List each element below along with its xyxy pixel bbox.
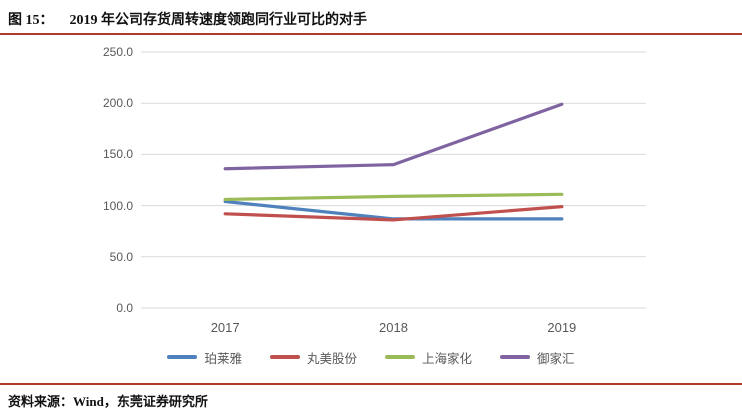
y-tick-label: 50.0	[109, 249, 133, 264]
title-divider	[0, 33, 742, 35]
x-tick-label-2018: 2018	[379, 320, 408, 335]
legend-label: 丸美股份	[306, 351, 357, 366]
series-line-御家汇	[223, 102, 564, 171]
legend-label: 珀莱雅	[204, 351, 242, 366]
legend-item-上海家化: 上海家化	[385, 348, 472, 367]
x-tick-label-2017: 2017	[210, 320, 240, 335]
figure-title-text: 2019 年公司存货周转速度领跑同行业可比的对手	[69, 13, 368, 28]
legend-label: 上海家化	[422, 351, 473, 366]
legend-item-珀莱雅: 珀莱雅	[167, 348, 242, 367]
figure-title: 图 15： 2019 年公司存货周转速度领跑同行业可比的对手	[8, 9, 367, 29]
legend-label: 御家汇	[537, 351, 575, 366]
series-line-上海家化	[223, 192, 564, 202]
y-tick-label: 0.0	[116, 301, 133, 315]
y-tick-label: 150.0	[102, 147, 133, 162]
series-line-丸美股份	[223, 205, 564, 222]
legend-line-marker-icon	[385, 355, 415, 359]
legend-item-御家汇: 御家汇	[500, 348, 575, 367]
chart-legend: 珀莱雅 丸美股份 上海家化 御家汇	[100, 348, 642, 366]
legend-line-marker-icon	[167, 355, 198, 359]
footer-divider	[0, 383, 742, 385]
y-tick-label: 250.0	[102, 45, 133, 59]
y-tick-label: 100.0	[102, 198, 133, 213]
x-tick-label-2019: 2019	[547, 320, 577, 335]
legend-item-丸美股份: 丸美股份	[269, 348, 357, 367]
figure-number-label: 图 15：	[8, 13, 54, 28]
legend-line-marker-icon	[269, 355, 300, 359]
legend-line-marker-icon	[500, 355, 531, 359]
source-note: 资料来源：Wind，东莞证券研究所	[8, 394, 208, 409]
y-tick-label: 200.0	[102, 96, 133, 111]
